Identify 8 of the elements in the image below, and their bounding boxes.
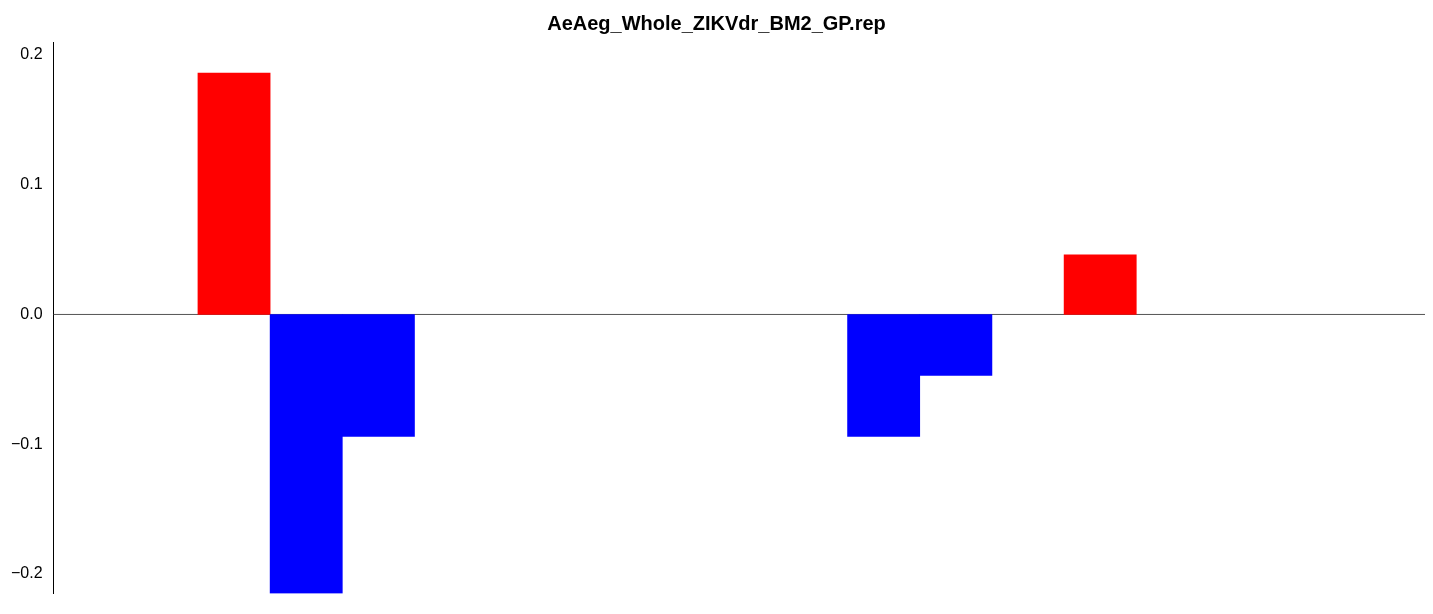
y-tick-label: 0.0 (20, 304, 43, 322)
y-tick-label: 0.1 (20, 175, 43, 193)
bar (197, 72, 271, 315)
bar (1063, 254, 1137, 315)
y-tick-label: −0.1 (10, 434, 43, 452)
y-tick-label: −0.2 (10, 564, 43, 582)
y-tick-label: 0.2 (20, 45, 43, 63)
chart-title: AeAeg_Whole_ZIKVdr_BM2_GP.rep (547, 11, 886, 34)
